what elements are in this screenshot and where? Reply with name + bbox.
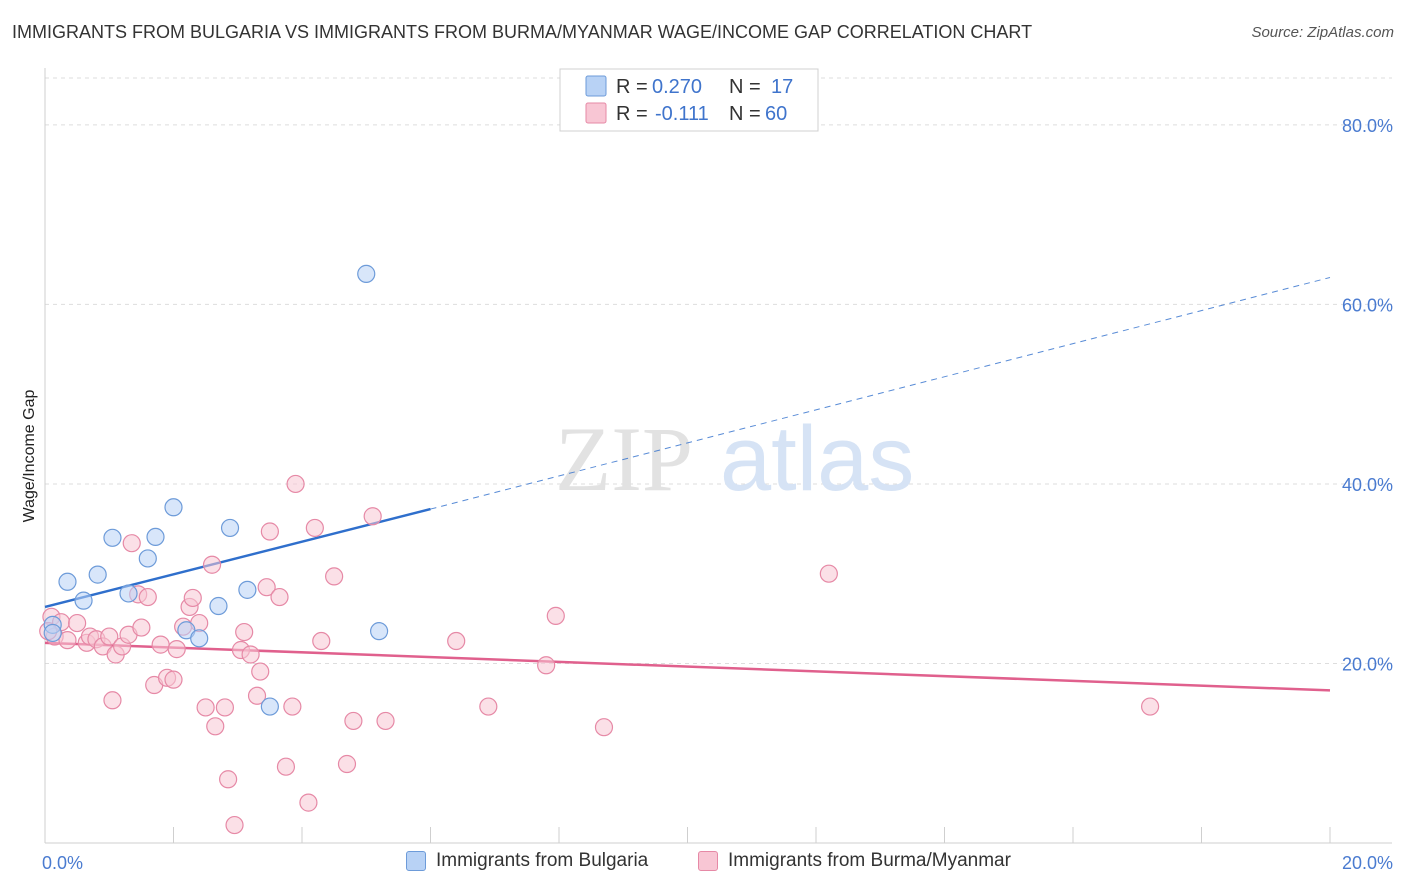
- trendline-bulgaria-extension: [430, 276, 1331, 510]
- point-bulgaria: [146, 527, 165, 547]
- stats-legend-r-label-bulgaria: R =: [616, 76, 648, 98]
- point-bulgaria: [370, 622, 389, 641]
- point-burma: [257, 578, 276, 597]
- point-bulgaria: [220, 518, 240, 538]
- point-bulgaria: [43, 623, 62, 643]
- points-layer: [39, 264, 1160, 835]
- point-burma: [1140, 697, 1160, 716]
- trendline-burma: [44, 641, 1331, 692]
- stats-legend-swatch-burma: [585, 102, 607, 124]
- point-burma: [479, 697, 498, 716]
- point-bulgaria: [58, 572, 77, 591]
- point-burma: [103, 691, 122, 710]
- point-bulgaria: [190, 629, 209, 648]
- point-burma: [202, 555, 222, 574]
- point-burma: [225, 815, 244, 835]
- point-burma: [260, 522, 279, 541]
- x-tick-label: 0.0%: [42, 853, 83, 873]
- point-burma: [196, 698, 215, 717]
- stats-legend: R = 0.270 N = 17 R = -0.111 N = 60: [559, 68, 819, 132]
- stats-legend-r-value-burma: -0.111: [655, 103, 709, 125]
- grid-layer: [45, 77, 1392, 664]
- point-burma: [138, 587, 157, 607]
- series-legend-label-burma: Immigrants from Burma/Myanmar: [728, 850, 1011, 871]
- series-legend-swatch-burma: [698, 851, 718, 871]
- point-burma: [219, 770, 238, 789]
- source-credit: Source: ZipAtlas.com: [1251, 24, 1394, 41]
- point-burma: [183, 588, 202, 608]
- point-burma: [215, 698, 234, 717]
- point-burma: [305, 518, 324, 538]
- stats-legend-n-value-burma: 60: [765, 103, 787, 125]
- point-burma: [270, 587, 289, 607]
- point-burma: [594, 718, 614, 737]
- point-burma: [537, 656, 556, 675]
- y-axis-title: Wage/Income Gap: [21, 390, 38, 523]
- point-burma: [206, 717, 225, 736]
- point-bulgaria: [177, 621, 196, 640]
- point-burma: [167, 640, 186, 659]
- trendline-bulgaria: [44, 507, 431, 609]
- series-legend-item-bulgaria[interactable]: Immigrants from Bulgaria: [406, 850, 648, 872]
- point-burma: [235, 622, 254, 642]
- point-burma: [376, 711, 395, 731]
- point-burma: [325, 567, 344, 586]
- point-bulgaria: [88, 565, 107, 584]
- point-burma: [122, 534, 141, 553]
- stats-legend-swatch-bulgaria: [585, 75, 607, 97]
- point-burma: [344, 711, 363, 731]
- point-burma: [100, 627, 119, 646]
- point-bulgaria: [238, 580, 257, 599]
- point-bulgaria: [164, 498, 183, 517]
- trend-layer: [44, 276, 1331, 692]
- point-burma: [241, 645, 260, 664]
- point-bulgaria: [119, 584, 138, 603]
- stats-legend-r-label-burma: R =: [616, 103, 648, 125]
- point-burma: [447, 631, 466, 651]
- point-burma: [164, 670, 183, 689]
- point-burma: [58, 631, 77, 650]
- point-burma: [247, 686, 267, 705]
- point-burma: [546, 606, 565, 625]
- stats-legend-n-value-bulgaria: 17: [771, 76, 793, 98]
- x-tick-label: 20.0%: [1342, 853, 1393, 873]
- chart-title: IMMIGRANTS FROM BULGARIA VS IMMIGRANTS F…: [12, 22, 1033, 42]
- point-bulgaria: [209, 596, 228, 616]
- y-tick-label: 80.0%: [1342, 116, 1393, 136]
- axis-layer: 20.0% 40.0% 60.0% 80.0% 0.0% 20.0%: [42, 68, 1393, 873]
- point-burma: [819, 564, 838, 583]
- point-burma: [283, 697, 302, 716]
- point-burma: [151, 635, 170, 654]
- point-burma: [312, 631, 331, 651]
- watermark: ZIP atlas: [555, 408, 914, 510]
- series-legend-item-burma[interactable]: Immigrants from Burma/Myanmar: [698, 850, 1011, 872]
- point-burma: [132, 618, 151, 637]
- point-burma: [286, 474, 305, 494]
- stats-legend-r-value-bulgaria: 0.270: [652, 76, 702, 98]
- watermark-atlas: atlas: [720, 408, 914, 510]
- point-bulgaria: [357, 264, 376, 283]
- stats-legend-n-label-bulgaria: N =: [729, 76, 761, 98]
- point-bulgaria: [74, 591, 93, 610]
- series-legend-swatch-bulgaria: [406, 851, 426, 871]
- series-legend: Immigrants from Bulgaria Immigrants from…: [0, 850, 1406, 880]
- point-bulgaria: [138, 549, 157, 568]
- point-burma: [299, 793, 318, 812]
- point-burma: [276, 757, 296, 776]
- point-burma: [251, 662, 270, 681]
- point-burma: [363, 507, 382, 526]
- y-tick-label: 40.0%: [1342, 475, 1393, 495]
- point-bulgaria: [103, 528, 122, 547]
- series-legend-label-bulgaria: Immigrants from Bulgaria: [436, 850, 649, 871]
- point-burma: [68, 613, 87, 633]
- y-tick-label: 20.0%: [1342, 654, 1393, 674]
- point-bulgaria: [260, 697, 279, 716]
- y-tick-label: 60.0%: [1342, 295, 1393, 315]
- stats-legend-n-label-burma: N =: [729, 103, 761, 125]
- point-burma: [337, 754, 357, 774]
